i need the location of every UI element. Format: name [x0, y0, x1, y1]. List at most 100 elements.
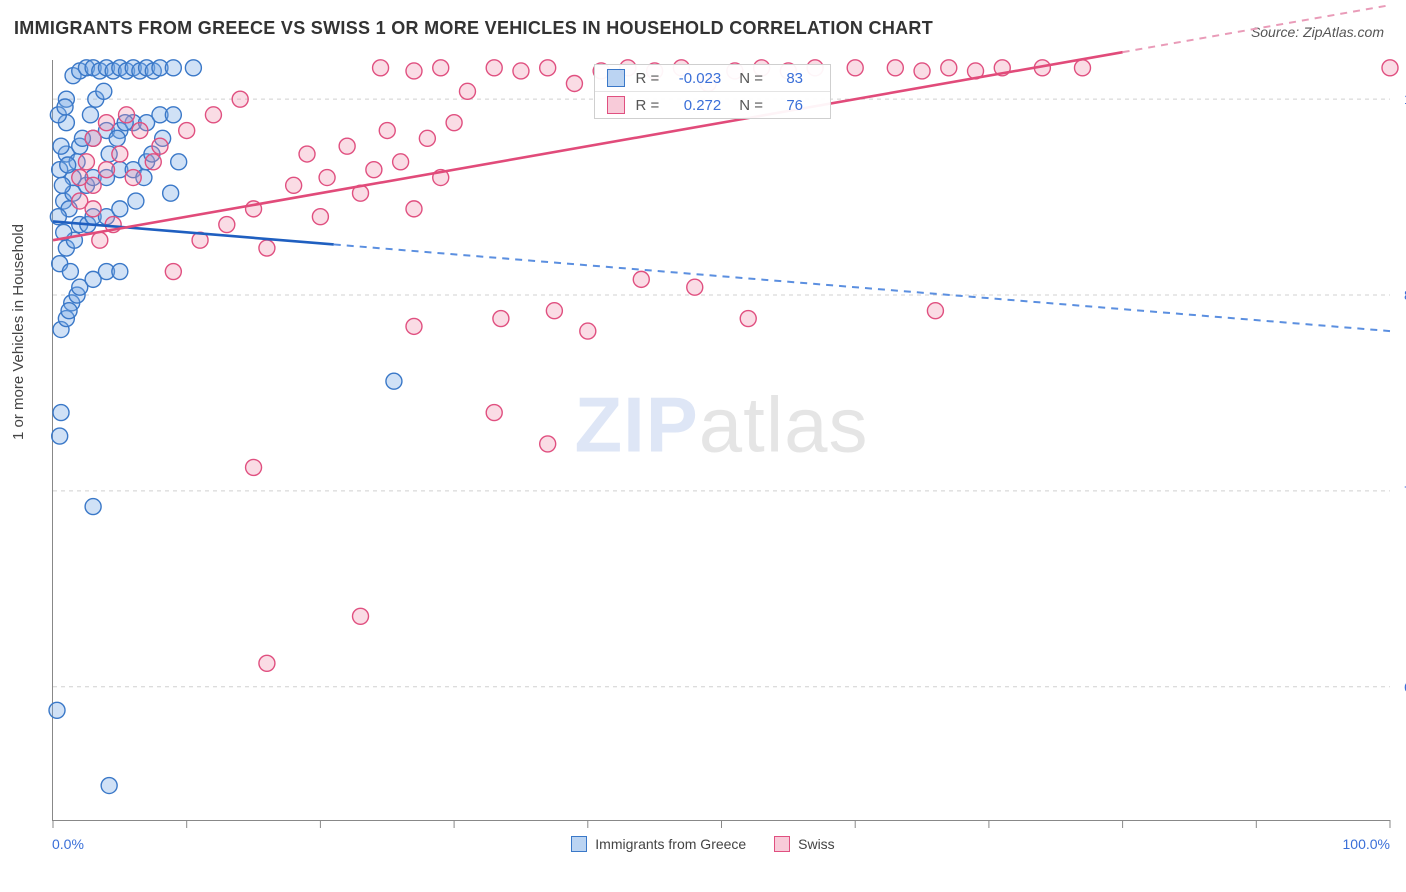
point-swiss [546, 303, 562, 319]
correlation-row-greece: R =-0.023N =83 [595, 65, 830, 92]
y-tick-label: 100.0% [1394, 91, 1406, 107]
y-tick-label: 87.5% [1394, 287, 1406, 303]
point-swiss [566, 76, 582, 92]
point-swiss [85, 201, 101, 217]
point-swiss [92, 232, 108, 248]
point-swiss [406, 63, 422, 79]
point-swiss [446, 115, 462, 131]
trendline-dash-greece [334, 244, 1390, 331]
point-swiss [927, 303, 943, 319]
point-swiss [152, 138, 168, 154]
point-greece [386, 373, 402, 389]
point-swiss [687, 279, 703, 295]
point-greece [112, 264, 128, 280]
point-swiss [493, 311, 509, 327]
point-swiss [319, 170, 335, 186]
correlation-legend: R =-0.023N =83R =0.272N =76 [594, 64, 831, 119]
point-swiss [419, 130, 435, 146]
point-greece [49, 702, 65, 718]
point-swiss [580, 323, 596, 339]
point-greece [171, 154, 187, 170]
point-swiss [406, 318, 422, 334]
point-swiss [540, 436, 556, 452]
point-greece [54, 177, 70, 193]
point-swiss [847, 60, 863, 76]
legend-label-greece: Immigrants from Greece [595, 836, 746, 852]
point-swiss [259, 655, 275, 671]
point-swiss [232, 91, 248, 107]
point-greece [57, 99, 73, 115]
point-greece [101, 778, 117, 794]
point-greece [62, 264, 78, 280]
point-swiss [339, 138, 355, 154]
point-swiss [85, 130, 101, 146]
point-greece [52, 428, 68, 444]
point-swiss [1382, 60, 1398, 76]
legend-item-greece: Immigrants from Greece [571, 836, 746, 852]
point-swiss [353, 608, 369, 624]
n-label: N = [739, 97, 763, 114]
y-axis-label: 1 or more Vehicles in Household [10, 224, 27, 440]
r-label: R = [635, 70, 659, 87]
legend-swatch-greece [571, 836, 587, 852]
point-greece [163, 185, 179, 201]
point-swiss [633, 271, 649, 287]
point-swiss [393, 154, 409, 170]
point-swiss [914, 63, 930, 79]
legend-label-swiss: Swiss [798, 836, 835, 852]
point-swiss [219, 217, 235, 233]
r-label: R = [635, 97, 659, 114]
point-greece [128, 193, 144, 209]
point-greece [112, 201, 128, 217]
point-swiss [941, 60, 957, 76]
point-swiss [486, 405, 502, 421]
correlation-swatch-greece [607, 69, 625, 87]
point-swiss [259, 240, 275, 256]
point-swiss [887, 60, 903, 76]
point-swiss [540, 60, 556, 76]
point-swiss [165, 264, 181, 280]
point-swiss [513, 63, 529, 79]
y-tick-label: 75.0% [1394, 483, 1406, 499]
point-swiss [379, 123, 395, 139]
point-swiss [740, 311, 756, 327]
plot-area: ZIPatlas 62.5%75.0%87.5%100.0%R =-0.023N… [52, 60, 1390, 821]
correlation-swatch-swiss [607, 96, 625, 114]
point-swiss [312, 209, 328, 225]
point-swiss [78, 154, 94, 170]
point-greece [165, 60, 181, 76]
y-tick-label: 62.5% [1394, 679, 1406, 695]
point-greece [53, 405, 69, 421]
point-swiss [433, 60, 449, 76]
point-greece [82, 107, 98, 123]
point-swiss [459, 83, 475, 99]
point-swiss [246, 459, 262, 475]
point-swiss [205, 107, 221, 123]
point-swiss [125, 170, 141, 186]
point-greece [96, 83, 112, 99]
point-swiss [112, 146, 128, 162]
trendline-swiss [53, 52, 1123, 240]
point-greece [60, 157, 76, 173]
source-attribution: Source: ZipAtlas.com [1251, 24, 1384, 40]
point-swiss [299, 146, 315, 162]
chart-title: IMMIGRANTS FROM GREECE VS SWISS 1 OR MOR… [14, 18, 933, 39]
point-swiss [119, 107, 135, 123]
correlation-row-swiss: R =0.272N =76 [595, 92, 830, 118]
point-swiss [366, 162, 382, 178]
legend-item-swiss: Swiss [774, 836, 835, 852]
point-swiss [72, 170, 88, 186]
plot-svg [53, 60, 1390, 820]
point-swiss [286, 177, 302, 193]
point-swiss [406, 201, 422, 217]
point-swiss [132, 123, 148, 139]
point-swiss [98, 162, 114, 178]
n-label: N = [739, 70, 763, 87]
point-greece [53, 138, 69, 154]
r-value: -0.023 [669, 70, 721, 87]
point-swiss [486, 60, 502, 76]
point-swiss [145, 154, 161, 170]
point-swiss [1074, 60, 1090, 76]
n-value: 76 [773, 97, 803, 114]
point-swiss [179, 123, 195, 139]
